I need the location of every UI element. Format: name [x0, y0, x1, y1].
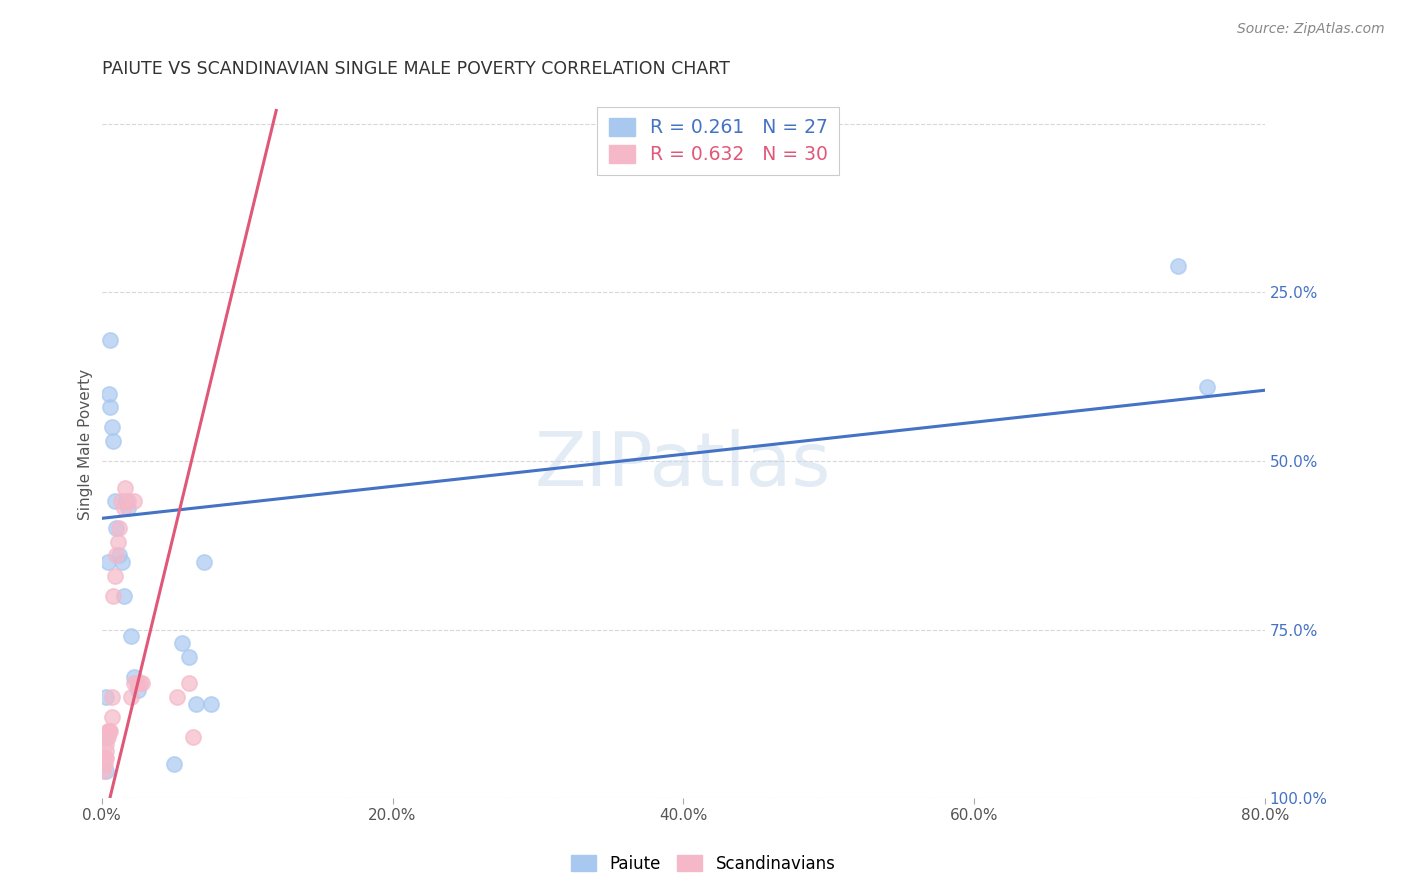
Point: [91, 764, 114, 778]
Point: [128, 676, 150, 690]
Point: [120, 629, 142, 643]
Y-axis label: Single Male Poverty: Single Male Poverty: [79, 368, 93, 520]
Point: [127, 683, 149, 698]
Point: [93, 750, 115, 764]
Point: [112, 501, 135, 516]
Legend: R = 0.261   N = 27, R = 0.632   N = 30: R = 0.261 N = 27, R = 0.632 N = 30: [598, 107, 839, 176]
Point: [103, 589, 125, 603]
Point: [186, 697, 208, 711]
Point: [101, 710, 124, 724]
Point: [131, 676, 153, 690]
Point: [104, 494, 127, 508]
Point: [105, 549, 128, 563]
Text: Source: ZipAtlas.com: Source: ZipAtlas.com: [1237, 22, 1385, 37]
Point: [94, 750, 117, 764]
Point: [101, 690, 124, 704]
Point: [177, 649, 200, 664]
Point: [114, 481, 136, 495]
Point: [105, 521, 128, 535]
Point: [163, 757, 186, 772]
Point: [103, 434, 125, 448]
Point: [112, 589, 135, 603]
Point: [177, 676, 200, 690]
Point: [98, 386, 121, 401]
Point: [122, 670, 145, 684]
Point: [96, 731, 118, 745]
Point: [96, 723, 118, 738]
Point: [94, 690, 117, 704]
Point: [93, 757, 115, 772]
Point: [183, 731, 205, 745]
Point: [110, 494, 132, 508]
Point: [170, 636, 193, 650]
Point: [111, 555, 134, 569]
Point: [98, 723, 121, 738]
Point: [1167, 259, 1189, 273]
Legend: Paiute, Scandinavians: Paiute, Scandinavians: [564, 848, 842, 880]
Point: [107, 535, 129, 549]
Point: [108, 521, 131, 535]
Point: [193, 555, 215, 569]
Point: [94, 764, 117, 778]
Point: [115, 494, 138, 508]
Point: [122, 494, 145, 508]
Point: [94, 737, 117, 751]
Text: PAIUTE VS SCANDINAVIAN SINGLE MALE POVERTY CORRELATION CHART: PAIUTE VS SCANDINAVIAN SINGLE MALE POVER…: [101, 60, 730, 78]
Point: [94, 731, 117, 745]
Point: [101, 420, 124, 434]
Point: [117, 501, 139, 516]
Point: [108, 549, 131, 563]
Point: [94, 744, 117, 758]
Point: [100, 333, 122, 347]
Point: [104, 568, 127, 582]
Point: [200, 697, 222, 711]
Point: [96, 555, 118, 569]
Point: [117, 494, 139, 508]
Point: [100, 723, 122, 738]
Point: [166, 690, 188, 704]
Point: [100, 400, 122, 414]
Point: [120, 690, 142, 704]
Point: [1195, 380, 1218, 394]
Text: ZIPatlas: ZIPatlas: [536, 429, 831, 502]
Point: [125, 676, 148, 690]
Point: [122, 676, 145, 690]
